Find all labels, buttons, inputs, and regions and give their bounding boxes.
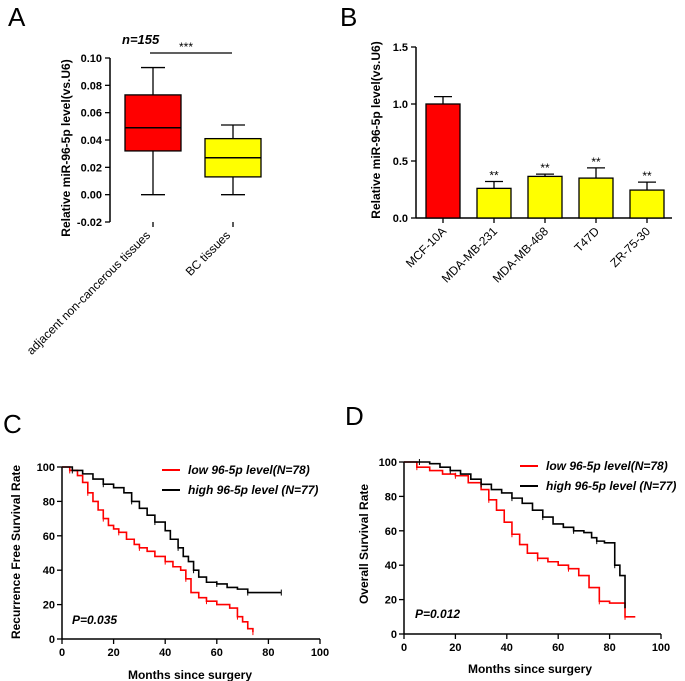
panel-b-label: B bbox=[340, 2, 357, 32]
x-tick-label: 60 bbox=[211, 647, 223, 659]
panel-d-xlabel: Months since surgery bbox=[468, 662, 592, 676]
x-tick-label: 0 bbox=[59, 647, 65, 659]
x-tick-label: 80 bbox=[603, 642, 615, 654]
panel-b-bar-group-2: ** bbox=[527, 161, 563, 219]
panel-c-label: C bbox=[3, 409, 22, 439]
panel-b-bar-group-3: ** bbox=[578, 155, 614, 219]
panel-c-ylabel: Recurrence Free Survival Rate bbox=[9, 465, 23, 639]
panel-a-y-tick-label: 0.06 bbox=[81, 108, 102, 120]
panel-b-bar-group-4: ** bbox=[629, 169, 665, 219]
panel-d: D 0 20 40 60 80 100 0 20 40 60 80 100 Overall Survi… bbox=[345, 401, 676, 676]
panel-c-axes: 0 20 40 60 80 100 0 20 40 60 80 100 bbox=[37, 462, 330, 659]
panel-b-significance-stars: ** bbox=[591, 155, 601, 169]
panel-a-category-label: adjacent non-cancerous tissues bbox=[24, 228, 153, 357]
panel-a-box-0 bbox=[124, 66, 182, 196]
panel-a-n-annotation: n=155 bbox=[122, 32, 160, 47]
panel-a-y-tick-label: 0.08 bbox=[81, 80, 102, 92]
panel-c-curves bbox=[62, 466, 282, 636]
panel-a-y-tick-label: 0.04 bbox=[81, 135, 103, 147]
y-tick-label: 40 bbox=[43, 565, 55, 577]
panel-b-y-tick-label: 0.5 bbox=[393, 156, 408, 168]
panel-b: B 0.0 0.5 1.0 1.5 Relative miR-96-5p level(… bbox=[340, 2, 672, 286]
y-tick-label: 80 bbox=[385, 491, 397, 503]
panel-a-ylabel: Relative miR-96-5p level(vs.U6) bbox=[59, 59, 73, 236]
y-tick-label: 60 bbox=[43, 531, 55, 543]
panel-d-axes: 0 20 40 60 80 100 0 20 40 60 80 100 bbox=[379, 457, 671, 654]
panel-d-legend: low 96-5p level(N=78) high 96-5p level (N… bbox=[520, 459, 676, 493]
panel-b-bar-group-0 bbox=[425, 95, 461, 219]
panel-a-y-tick-label: 0.00 bbox=[81, 190, 102, 202]
panel-c-legend: low 96-5p level(N=78) high 96-5p level (N… bbox=[162, 463, 318, 497]
panel-a-y-tick-label: -0.02 bbox=[77, 217, 102, 229]
panel-d-label: D bbox=[345, 401, 364, 431]
panel-d-pvalue: P=0.012 bbox=[415, 607, 460, 621]
y-tick-label: 20 bbox=[385, 595, 397, 607]
panel-b-ylabel: Relative miR-96-5p level(vs.U6) bbox=[369, 41, 383, 218]
panel-b-y-tick-label: 0.0 bbox=[393, 213, 408, 225]
x-tick-label: 40 bbox=[159, 647, 171, 659]
y-tick-label: 40 bbox=[385, 560, 397, 572]
panel-b-category-label: MCF-10A bbox=[403, 224, 449, 270]
panel-b-bar bbox=[425, 103, 461, 219]
panel-b-y-tick-label: 1.5 bbox=[393, 42, 408, 54]
panel-a-y-tick-label: 0.10 bbox=[81, 53, 102, 65]
panel-b-significance-stars: ** bbox=[642, 169, 652, 183]
panel-b-significance-stars: ** bbox=[540, 161, 550, 175]
panel-a-y-tick-label: 0.02 bbox=[81, 162, 102, 174]
y-tick-label: 60 bbox=[385, 526, 397, 538]
panel-b-bar-group-1: ** bbox=[476, 169, 512, 219]
panel-a-category-labels: adjacent non-cancerous tissues BC tissues bbox=[24, 222, 234, 357]
legend-label: high 96-5p level (N=77) bbox=[188, 483, 318, 497]
survival-series-0 bbox=[404, 461, 636, 620]
panel-a-y-axis: -0.02 0.00 0.02 0.04 0.06 0.08 0.10 bbox=[77, 53, 111, 229]
x-tick-label: 60 bbox=[552, 642, 564, 654]
x-tick-label: 20 bbox=[107, 647, 119, 659]
panel-b-bar bbox=[578, 177, 614, 219]
x-tick-label: 80 bbox=[262, 647, 274, 659]
panel-c-xlabel: Months since surgery bbox=[128, 668, 252, 681]
legend-label: high 96-5p level (N=77) bbox=[546, 479, 676, 493]
y-tick-label: 0 bbox=[49, 634, 55, 646]
y-tick-label: 0 bbox=[391, 629, 397, 641]
y-tick-label: 100 bbox=[379, 457, 397, 469]
panel-a-label: A bbox=[8, 2, 26, 32]
x-tick-label: 40 bbox=[501, 642, 513, 654]
panel-b-y-tick-label: 1.0 bbox=[393, 99, 408, 111]
x-tick-label: 0 bbox=[401, 642, 407, 654]
panel-a-category-label: BC tissues bbox=[183, 228, 233, 278]
panel-d-curves bbox=[404, 459, 636, 620]
y-tick-label: 80 bbox=[43, 496, 55, 508]
panel-a-boxes bbox=[124, 66, 262, 196]
panel-b-category-label: ZR-75-30 bbox=[607, 224, 653, 270]
survival-curve bbox=[62, 466, 254, 633]
panel-b-bar bbox=[527, 175, 563, 219]
panel-c: C 0 20 40 60 80 100 0 20 40 60 80 100 Recurrence Fr… bbox=[3, 409, 329, 681]
panel-a: A -0.02 0.00 0.02 0.04 0.06 0.08 0.10 Relative… bbox=[8, 2, 262, 357]
y-tick-label: 20 bbox=[43, 600, 55, 612]
box-iqr bbox=[124, 94, 182, 152]
x-tick-label: 100 bbox=[652, 642, 670, 654]
survival-curve bbox=[404, 461, 626, 609]
panel-b-bars: ** ** ** ** bbox=[425, 95, 665, 219]
survival-series-1 bbox=[404, 459, 626, 609]
panel-a-significance-stars: *** bbox=[179, 40, 193, 54]
panel-c-pvalue: P=0.035 bbox=[72, 613, 117, 627]
legend-label: low 96-5p level(N=78) bbox=[188, 463, 310, 477]
panel-b-bar bbox=[629, 189, 665, 219]
panel-a-box-1 bbox=[204, 124, 262, 196]
panel-b-category-label: T47D bbox=[571, 224, 602, 255]
x-tick-label: 20 bbox=[449, 642, 461, 654]
y-tick-label: 100 bbox=[37, 462, 55, 474]
panel-b-bar bbox=[476, 187, 512, 219]
x-tick-label: 100 bbox=[311, 647, 329, 659]
survival-series-1 bbox=[62, 466, 282, 596]
panel-d-ylabel: Overall Survival Rate bbox=[357, 484, 371, 604]
legend-label: low 96-5p level(N=78) bbox=[546, 459, 668, 473]
survival-series-0 bbox=[62, 466, 254, 636]
panel-b-significance-stars: ** bbox=[489, 169, 499, 183]
